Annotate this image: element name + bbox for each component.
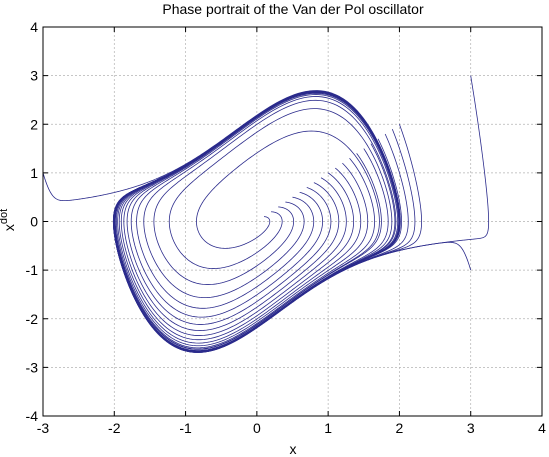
y-axis-label-superscript: dot	[0, 209, 10, 224]
y-axis-label-base: x	[1, 224, 17, 231]
y-tick-label: 4	[30, 19, 38, 35]
x-tick-label: 2	[396, 420, 404, 436]
x-tick-label: 1	[324, 420, 332, 436]
y-axis-label: xdot	[0, 209, 17, 231]
y-tick-label: 2	[30, 116, 38, 132]
y-tick-label: -3	[26, 359, 39, 375]
x-tick-label: -3	[37, 420, 50, 436]
x-tick-label: 4	[538, 420, 546, 436]
y-tick-label: -4	[26, 408, 39, 424]
chart-title: Phase portrait of the Van der Pol oscill…	[162, 1, 424, 17]
x-tick-label: -1	[179, 420, 192, 436]
trajectory-line-22	[112, 90, 422, 353]
y-tick-label: 0	[30, 214, 38, 230]
y-tick-label: -1	[26, 262, 39, 278]
trajectories	[42, 75, 490, 353]
x-axis-label: x	[290, 441, 297, 457]
x-tick-label: -2	[108, 420, 121, 436]
y-tick-label: 1	[30, 165, 38, 181]
y-tick-label: -2	[26, 311, 39, 327]
x-tick-label: 3	[467, 420, 475, 436]
y-tick-label: 3	[30, 68, 38, 84]
x-tick-label: 0	[253, 420, 261, 436]
